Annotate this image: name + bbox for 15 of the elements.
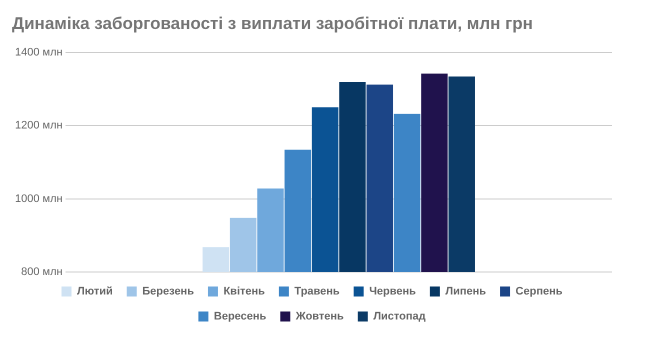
legend-label: Липень (445, 286, 486, 298)
y-tick-label: 1000 млн (14, 192, 63, 205)
legend-label: Квітень (223, 286, 266, 298)
legend-label: Вересень (214, 310, 267, 323)
y-tick-label: 1400 млн (14, 46, 63, 58)
legend-label: Лютий (77, 286, 113, 298)
legend-label: Жовтень (294, 310, 344, 323)
legend-label: Серпень (516, 286, 563, 298)
y-tick-label: 1200 млн (14, 120, 63, 132)
legend-label: Червень (369, 286, 416, 298)
chart-title: Динаміка заборгованості з виплати заробітної плати, млн грн (12, 14, 533, 33)
y-tick-label: 800 млн (21, 266, 63, 278)
legend-label: Листопад (373, 310, 426, 323)
legend-label: Березень (142, 286, 194, 298)
legend-label: Травень (294, 286, 340, 298)
